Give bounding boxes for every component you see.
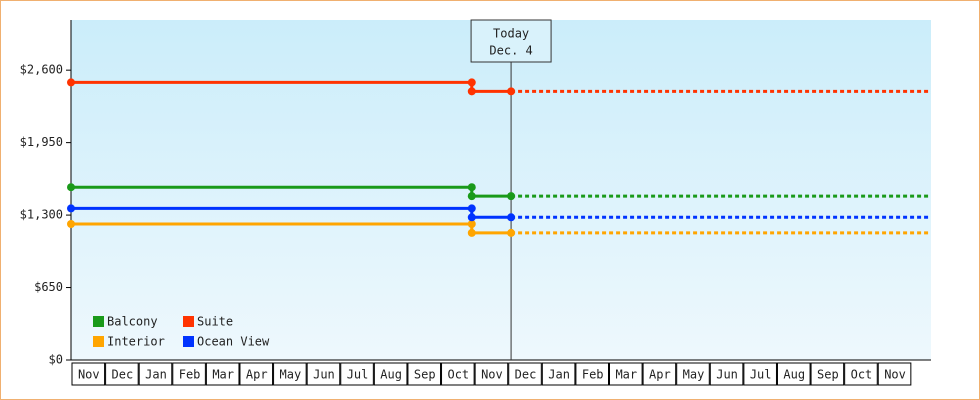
month-box xyxy=(743,362,777,386)
point xyxy=(67,183,75,192)
month-box xyxy=(71,362,106,386)
today-date: Dec. 4 xyxy=(489,44,532,58)
point xyxy=(507,213,516,222)
y-tick-label: $650 xyxy=(34,280,63,294)
month-box xyxy=(239,362,274,386)
legend-label: Balcony xyxy=(107,315,158,329)
x-tick-label: Dec xyxy=(515,368,537,382)
legend-swatch xyxy=(183,316,194,327)
month-box xyxy=(340,362,374,386)
x-tick-label: Sep xyxy=(414,368,436,382)
month-box xyxy=(810,362,845,386)
x-tick-label: Feb xyxy=(582,368,604,382)
month-box xyxy=(441,362,475,386)
legend-label: Interior xyxy=(107,335,165,349)
legend-swatch xyxy=(93,316,104,327)
month-box xyxy=(373,362,408,386)
point xyxy=(507,192,516,201)
month-box xyxy=(676,362,710,386)
month-box xyxy=(844,362,878,386)
month-box xyxy=(776,362,811,386)
x-tick-label: Jul xyxy=(750,368,772,382)
month-box xyxy=(105,362,139,386)
point xyxy=(467,78,476,87)
line xyxy=(71,206,512,219)
point xyxy=(67,220,75,228)
y-tick-label: $1,300 xyxy=(20,208,63,222)
legend-swatch xyxy=(183,336,194,347)
x-tick-label: Jan xyxy=(145,368,167,382)
x-tick-label: Mar xyxy=(615,368,637,382)
x-tick-label: Jun xyxy=(716,368,738,382)
x-tick-label: Oct xyxy=(447,368,469,382)
month-box xyxy=(575,362,609,386)
point xyxy=(467,220,476,228)
plot-background xyxy=(71,20,931,360)
y-tick-label: $1,950 xyxy=(20,135,63,149)
today-box xyxy=(470,19,552,63)
point xyxy=(67,78,75,87)
legend-swatch xyxy=(93,336,104,347)
legend-label: Ocean View xyxy=(197,335,270,349)
line xyxy=(71,80,512,93)
point xyxy=(67,204,75,213)
today-label: Today xyxy=(493,27,529,41)
point xyxy=(467,204,476,213)
month-box xyxy=(172,362,206,386)
month-box xyxy=(642,362,677,386)
y-tick-label: $2,600 xyxy=(20,63,63,77)
month-box xyxy=(877,362,912,386)
x-tick-label: Mar xyxy=(212,368,234,382)
point xyxy=(507,87,516,96)
month-box xyxy=(273,362,307,386)
y-tick-label: $0 xyxy=(49,353,63,367)
point xyxy=(467,183,476,192)
line xyxy=(71,222,512,235)
line xyxy=(71,185,512,198)
x-tick-label: Oct xyxy=(851,368,873,382)
x-tick-label: May xyxy=(280,368,302,382)
month-box xyxy=(306,362,341,386)
month-box xyxy=(138,362,173,386)
x-tick-label: Nov xyxy=(78,368,100,382)
point xyxy=(467,213,476,222)
x-tick-label: Dec xyxy=(112,368,134,382)
month-box xyxy=(609,362,643,386)
point xyxy=(507,228,516,237)
x-tick-label: Nov xyxy=(884,368,906,382)
point xyxy=(467,228,476,237)
x-tick-label: Nov xyxy=(481,368,503,382)
month-box xyxy=(709,362,744,386)
month-box xyxy=(541,362,576,386)
month-box xyxy=(407,362,442,386)
x-tick-label: Sep xyxy=(817,368,839,382)
x-tick-label: Feb xyxy=(179,368,201,382)
point xyxy=(467,87,476,96)
month-box xyxy=(508,362,542,386)
x-tick-label: Aug xyxy=(783,368,805,382)
x-tick-label: May xyxy=(683,368,705,382)
point xyxy=(467,192,476,201)
x-tick-label: Apr xyxy=(246,368,268,382)
legend-label: Suite xyxy=(197,315,233,329)
x-tick-label: Jun xyxy=(313,368,335,382)
x-tick-label: Jul xyxy=(347,368,369,382)
month-box xyxy=(474,362,509,386)
month-box xyxy=(205,362,240,386)
x-tick-label: Jan xyxy=(548,368,570,382)
x-tick-label: Aug xyxy=(380,368,402,382)
x-tick-label: Apr xyxy=(649,368,671,382)
